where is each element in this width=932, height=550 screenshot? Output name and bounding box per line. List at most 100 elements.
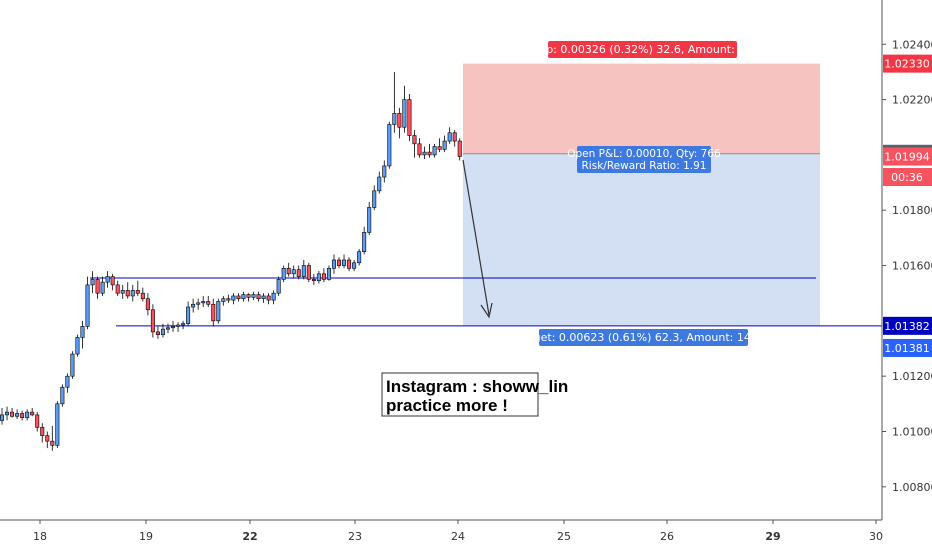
candle [311,273,316,285]
price-tag-label: 1.01382 [884,320,930,333]
rr-label-text: Risk/Reward Ratio: 1.91 [582,160,707,172]
candle [100,276,105,296]
candle [306,262,311,283]
x-tick-label: 29 [765,530,780,543]
candle [160,323,165,338]
candle-body [291,269,296,275]
candle [211,298,216,327]
arrow-head [480,302,493,319]
candle-body [0,414,5,421]
candle [110,273,115,291]
candle [60,384,65,407]
candle [362,226,367,255]
target-label-text: Target: 0.00623 (0.61%) 62.3, Amount: 14… [517,331,769,344]
candlestick-series [0,71,462,451]
candle [55,401,60,449]
candle-body [20,413,25,418]
price-tag-bg [883,168,932,187]
price-tag: 1.01382 [883,316,932,335]
candle-body [251,294,256,298]
text-note[interactable]: Instagram : showw_lin practice more ! [381,372,568,417]
candle [40,423,45,443]
candle-body [286,267,291,275]
candle [85,276,90,330]
stop-zone[interactable] [463,63,820,154]
candle [326,265,331,281]
candle [216,298,221,324]
target-zone[interactable] [463,153,820,326]
horizontal-lines[interactable] [90,277,882,327]
candle-body [201,301,206,304]
candle [231,293,236,305]
candle-body [296,269,301,277]
price-tag: 1.02330 [883,54,932,73]
candle [15,409,20,420]
price-axis[interactable]: 1.02400 1.02200 1.01800 1.01600 1.01200 1.010… [881,0,932,520]
pnl-label: Open P&L: 0.00010, Qty: 766 Risk/Reward … [567,146,721,173]
time-axis[interactable]: 18 19 22 23 24 25 26 29 30 [0,519,883,543]
candle-body [130,290,135,297]
candle-body [160,328,165,335]
position-zones[interactable] [463,63,820,326]
candle-body [392,113,397,125]
candle [120,284,125,299]
candle [145,293,150,316]
candle [452,130,457,147]
x-tick-label: 24 [451,530,465,543]
candle [105,271,110,288]
candle [402,85,407,133]
price-tag-label: 1.01381 [884,342,930,355]
candle-body [231,295,236,301]
candle-body [402,99,407,128]
candle [256,291,261,302]
candle [196,298,201,310]
candle-body [442,140,447,150]
candle [171,320,176,332]
candle [296,265,301,280]
candle-body [40,427,45,436]
candle [387,121,392,169]
projection-arrow[interactable] [462,159,493,319]
candle [432,143,437,158]
price-tag-label: 1.01994 [884,151,930,164]
candle-body [95,279,100,294]
candle [342,254,347,269]
candle-body [422,151,427,156]
candle [191,298,196,313]
candle [236,293,241,302]
candle [457,138,462,161]
candle [155,326,160,339]
candle [181,320,186,330]
candle-body [55,403,60,446]
arrow-shaft [462,159,490,316]
candle [372,185,377,211]
candle-body [191,303,196,308]
candle [50,425,55,451]
candle [125,282,130,299]
candle [206,295,211,308]
candle-body [15,413,20,417]
price-tag: 1.01381 [883,338,932,357]
candle [442,135,447,153]
candle [5,406,10,421]
candle [377,171,382,194]
y-tick-label: 1.01200 [892,370,932,383]
candle-body [311,279,316,282]
candle [80,320,85,349]
candle [347,257,352,272]
candle-body [206,301,211,305]
price-tag: 00:36 [883,168,932,187]
candle [25,409,30,421]
candle [281,265,286,283]
candle [115,280,120,296]
candle-body [211,303,216,322]
candle-body [276,279,281,294]
price-tag-bg [883,316,932,335]
y-tick-label: 1.02400 [892,38,932,51]
candle-body [165,327,170,330]
candle [301,260,306,280]
price-tag-label: 00:36 [891,171,923,184]
candle [286,262,291,277]
candle-body [75,337,80,355]
